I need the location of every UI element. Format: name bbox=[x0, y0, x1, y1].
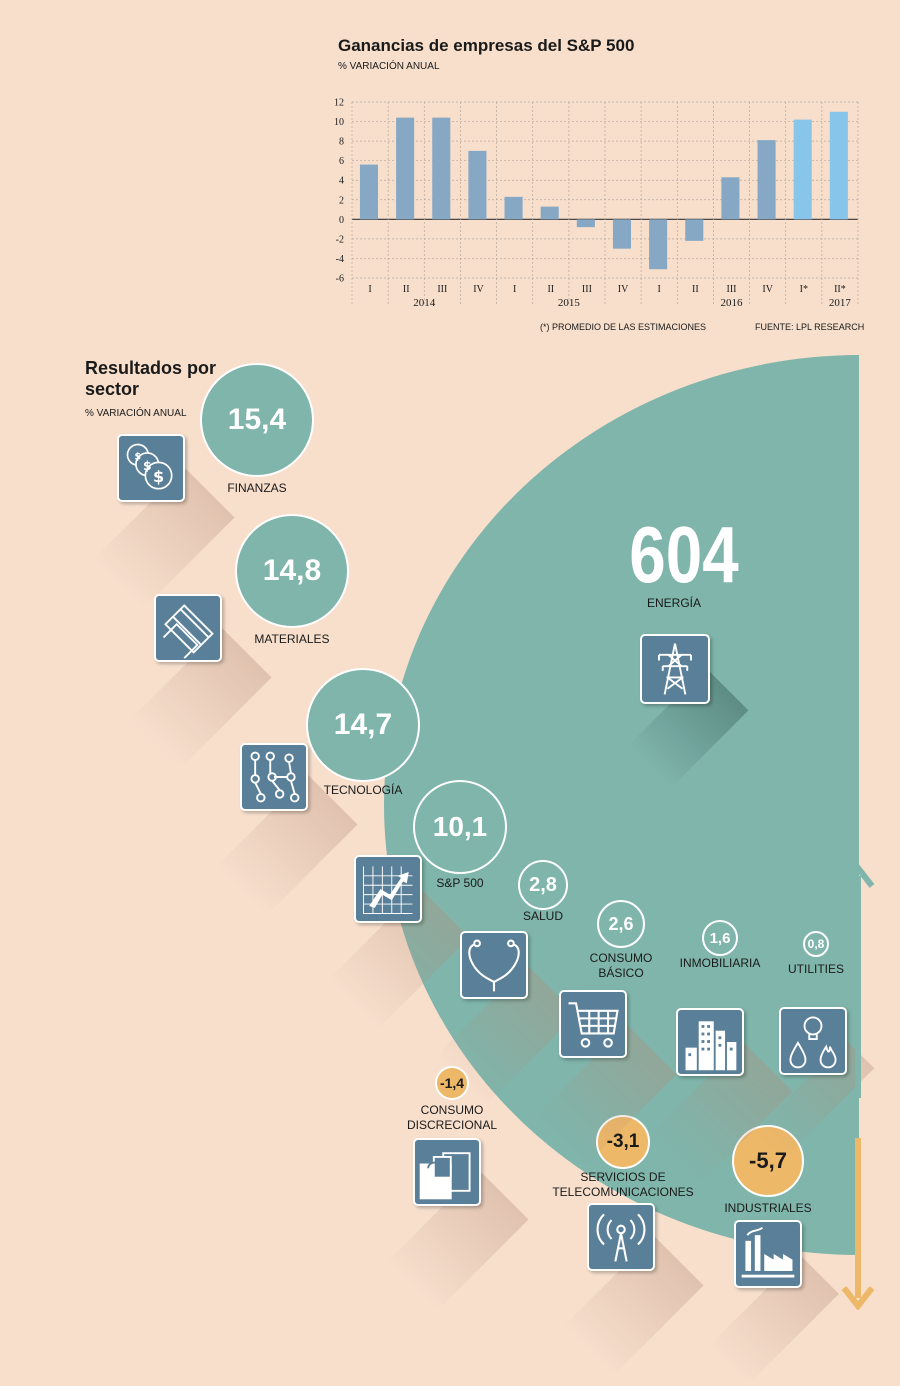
energy-value: 604 bbox=[629, 510, 739, 599]
y-tick-label: -4 bbox=[336, 254, 344, 265]
consumo-discrecional-bubble: -1,4 bbox=[435, 1066, 469, 1100]
bar bbox=[576, 219, 595, 228]
x-tick-label: III bbox=[582, 284, 592, 295]
bar bbox=[396, 117, 415, 220]
materiales-bubble: 14,8 bbox=[235, 514, 349, 628]
x-tick-label: II bbox=[547, 284, 554, 295]
utilities-bubble: 0,8 bbox=[803, 931, 829, 957]
chart-title: Ganancias de empresas del S&P 500 bbox=[338, 36, 635, 55]
x-tick-label: III bbox=[437, 284, 447, 295]
x-tick-label: II bbox=[403, 284, 410, 295]
chart-subtitle: % VARIACIÓN ANUAL bbox=[338, 61, 440, 72]
rising-chart-icon bbox=[354, 855, 422, 923]
y-tick-label: 4 bbox=[339, 176, 344, 187]
consumo-discrecional-label: CONSUMO DISCRECIONAL bbox=[406, 1103, 498, 1132]
year-label: 2014 bbox=[413, 297, 436, 309]
telecom-bubble: -3,1 bbox=[596, 1115, 650, 1169]
sp500-bubble: 10,1 bbox=[413, 780, 507, 874]
x-tick-label: IV bbox=[473, 284, 484, 295]
bar bbox=[793, 119, 812, 220]
svg-text:$: $ bbox=[135, 452, 142, 463]
salud-label: SALUD bbox=[522, 909, 564, 923]
industriales-label: INDUSTRIALES bbox=[724, 1201, 812, 1215]
buildings-icon bbox=[676, 1008, 744, 1076]
sector-subtitle: % VARIACIÓN ANUAL bbox=[85, 408, 187, 419]
svg-text:$: $ bbox=[143, 459, 152, 473]
up-arrow-icon bbox=[841, 863, 875, 1098]
x-tick-label: IV bbox=[618, 284, 629, 295]
x-tick-label: II* bbox=[834, 284, 846, 295]
y-tick-label: 6 bbox=[339, 156, 344, 167]
x-tick-label: I bbox=[658, 284, 661, 295]
lightbulb-water-fire-icon bbox=[779, 1007, 847, 1075]
shopping-cart-icon bbox=[559, 990, 627, 1058]
y-tick-label: 12 bbox=[334, 98, 344, 109]
year-label: 2016 bbox=[721, 297, 744, 309]
tecnologia-bubble: 14,7 bbox=[306, 668, 420, 782]
bar bbox=[829, 111, 848, 220]
energy-label: ENERGÍA bbox=[646, 596, 702, 610]
bar bbox=[612, 219, 632, 249]
y-tick-label: 10 bbox=[334, 117, 344, 128]
bar bbox=[685, 219, 704, 241]
steel-beams-icon bbox=[154, 594, 222, 662]
antenna-signal-icon bbox=[587, 1203, 655, 1271]
y-tick-label: 8 bbox=[339, 137, 344, 148]
consumo-basico-label: CONSUMO BÁSICO bbox=[589, 951, 653, 980]
source-note: FUENTE: LPL RESEARCH bbox=[755, 322, 865, 332]
factory-icon bbox=[734, 1220, 802, 1288]
y-tick-label: -2 bbox=[336, 234, 344, 245]
x-tick-label: I* bbox=[800, 284, 808, 295]
x-tick-label: III bbox=[727, 284, 737, 295]
materiales-label: MATERIALES bbox=[254, 632, 330, 646]
sp500-label: S&P 500 bbox=[436, 876, 484, 890]
salud-bubble: 2,8 bbox=[518, 860, 568, 910]
estimates-note: (*) PROMEDIO DE LAS ESTIMACIONES bbox=[540, 322, 707, 332]
bar bbox=[359, 164, 379, 220]
finanzas-label: FINANZAS bbox=[227, 481, 287, 495]
x-tick-label: I bbox=[368, 284, 371, 295]
bar bbox=[432, 117, 451, 220]
telecom-label: SERVICIOS DE TELECOMUNICACIONES bbox=[552, 1170, 694, 1199]
x-tick-label: I bbox=[513, 284, 516, 295]
bar bbox=[504, 196, 523, 220]
shopping-bags-icon bbox=[413, 1138, 481, 1206]
down-arrow-icon bbox=[841, 1138, 875, 1310]
year-label: 2015 bbox=[558, 297, 581, 309]
x-tick-label: II bbox=[692, 284, 699, 295]
bar bbox=[757, 140, 776, 220]
consumo-basico-bubble: 2,6 bbox=[597, 900, 645, 948]
sector-title: Resultados por sector bbox=[85, 358, 217, 399]
inmobiliaria-label: INMOBILIARIA bbox=[679, 956, 761, 970]
y-tick-label: 2 bbox=[339, 195, 344, 206]
industriales-bubble: -5,7 bbox=[732, 1125, 804, 1197]
x-tick-label: IV bbox=[762, 284, 773, 295]
inmobiliaria-bubble: 1,6 bbox=[702, 920, 738, 956]
bar bbox=[540, 206, 559, 220]
bar bbox=[649, 219, 668, 270]
year-label: 2017 bbox=[829, 297, 852, 309]
y-tick-label: 0 bbox=[339, 215, 344, 226]
power-tower-icon bbox=[640, 634, 710, 704]
dollar-coins-icon: $ $ $ bbox=[117, 434, 185, 502]
stethoscope-icon bbox=[460, 931, 528, 999]
utilities-label: UTILITIES bbox=[787, 962, 845, 976]
svg-text:$: $ bbox=[153, 467, 164, 486]
tecnologia-label: TECNOLOGÍA bbox=[323, 783, 403, 797]
finanzas-bubble: 15,4 bbox=[200, 363, 314, 477]
circuit-board-icon bbox=[240, 743, 308, 811]
y-tick-label: -6 bbox=[336, 274, 344, 285]
bar bbox=[721, 177, 740, 220]
bar bbox=[468, 150, 487, 220]
